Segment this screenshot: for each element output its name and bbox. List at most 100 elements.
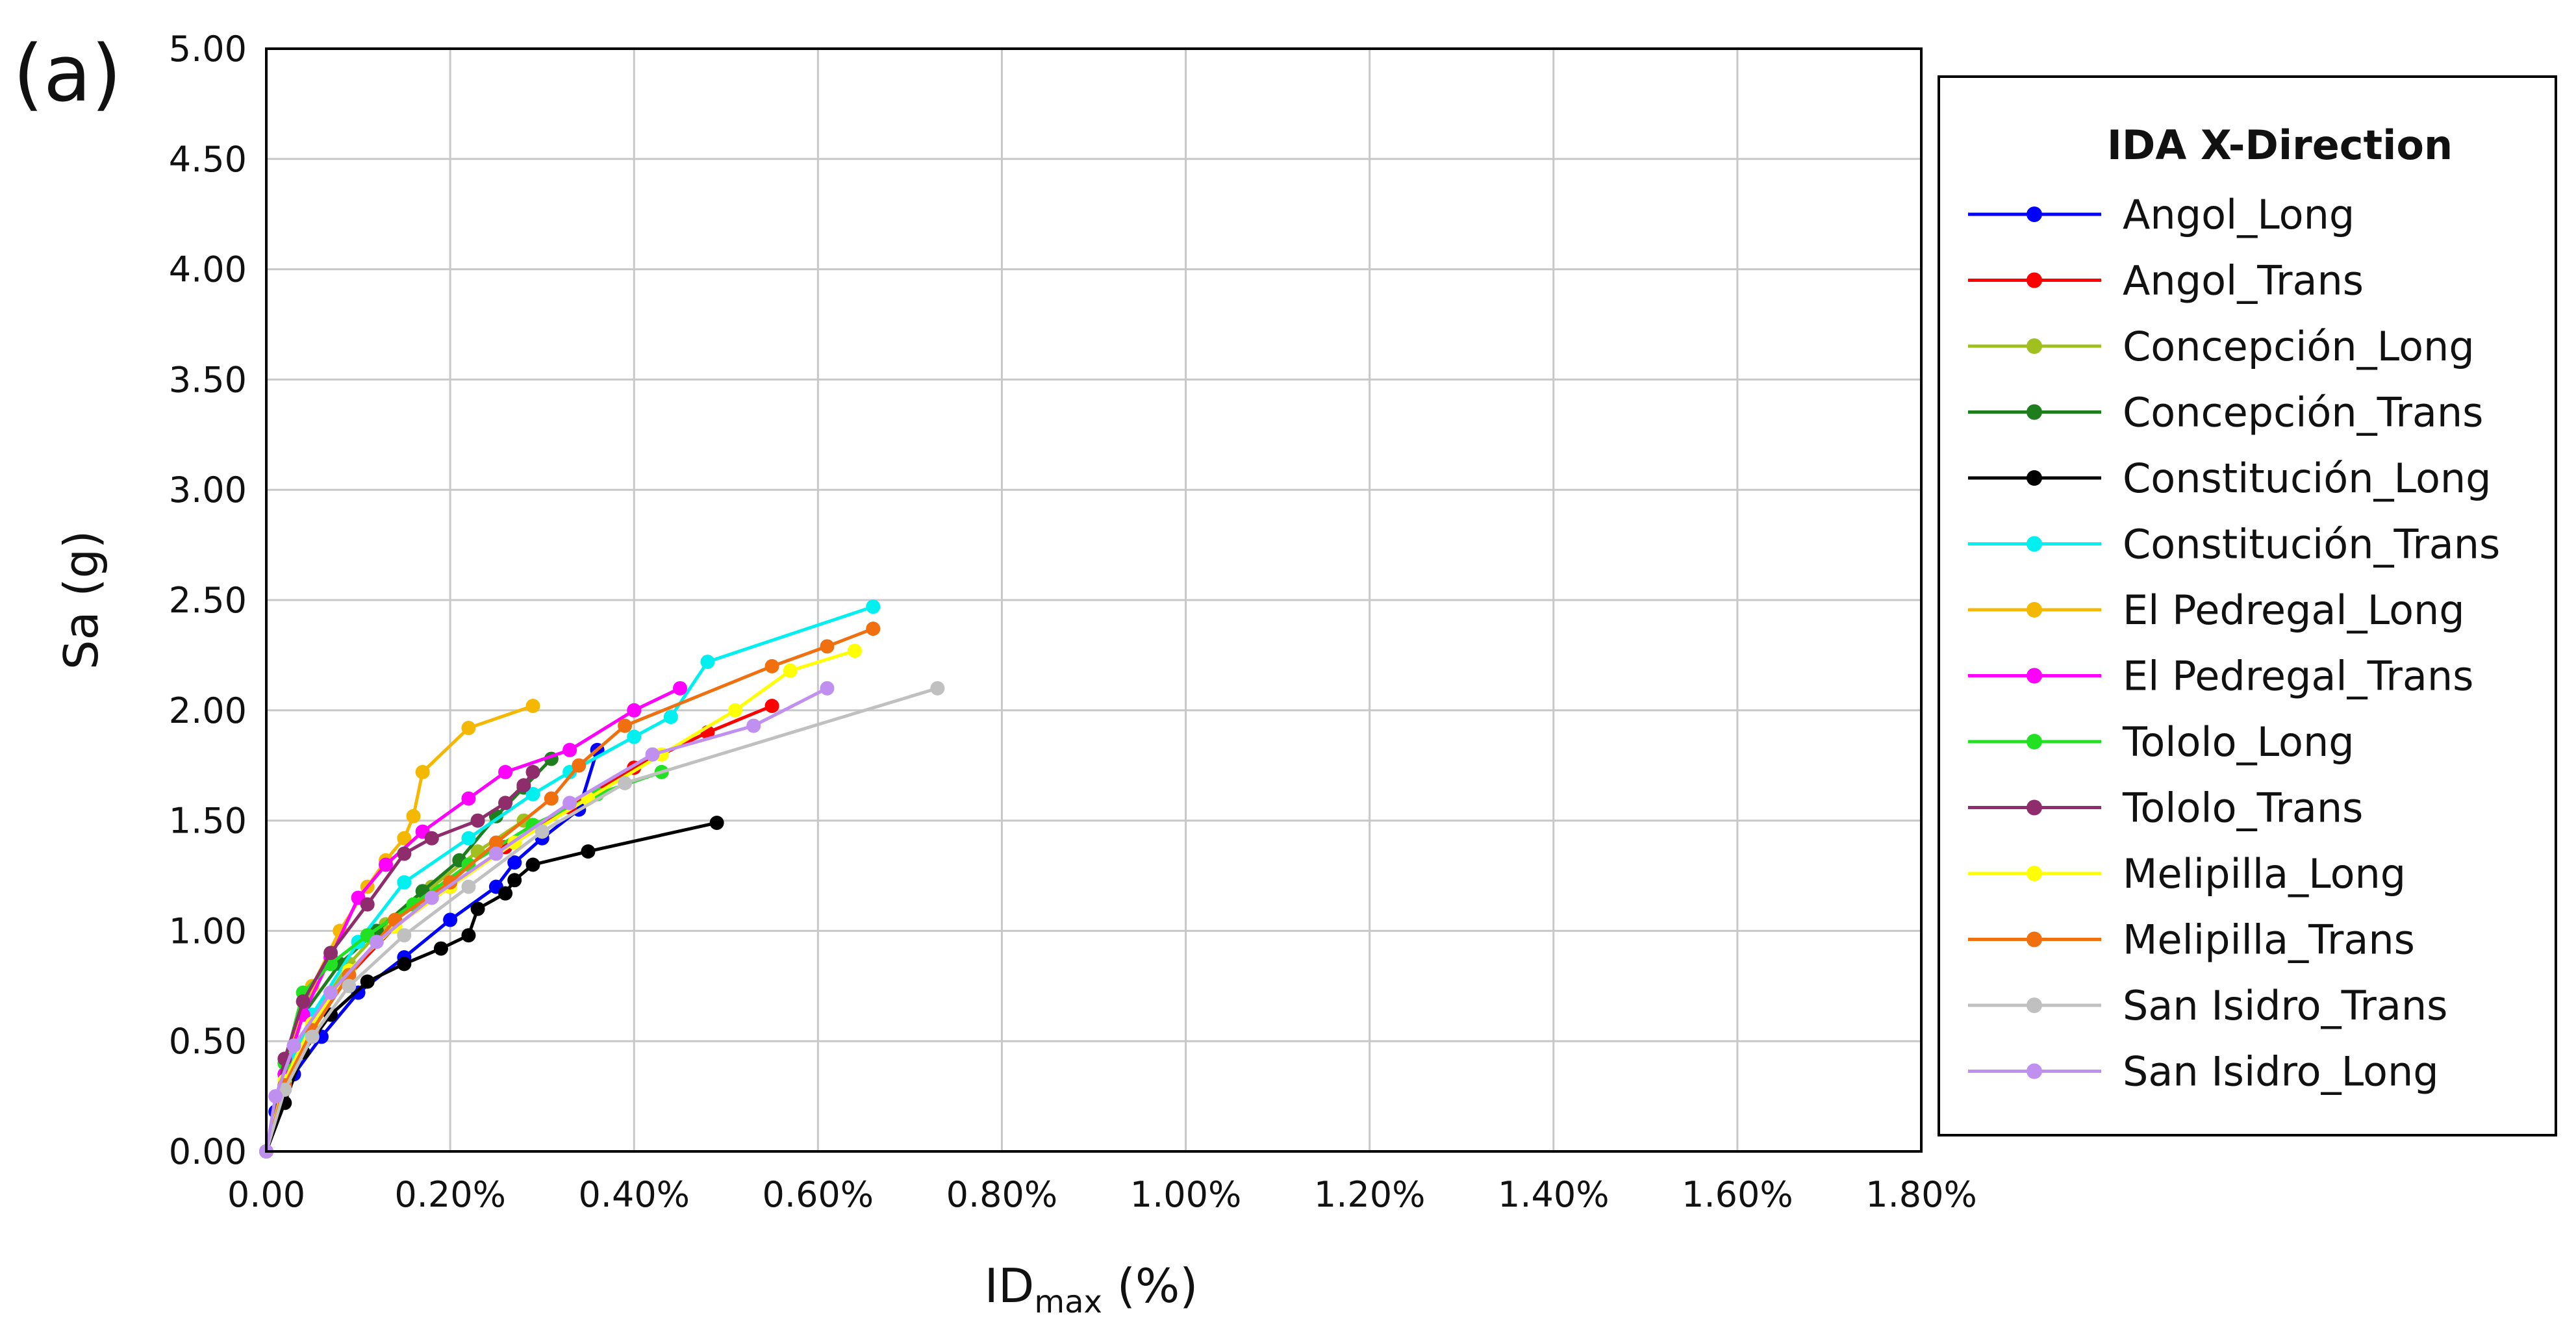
legend-swatch-marker bbox=[2027, 470, 2042, 486]
legend-swatch-marker bbox=[2027, 272, 2042, 288]
legend: IDA X-Direction Angol_Long Angol_Trans Con… bbox=[1938, 75, 2557, 1136]
y-tick-label: 2.00 bbox=[169, 690, 247, 731]
legend-swatch-marker bbox=[2027, 536, 2042, 552]
legend-label: Constitución_Long bbox=[2123, 455, 2492, 502]
y-tick-label: 0.00 bbox=[169, 1131, 247, 1172]
x-axis-ticks: 0.00 0.20% 0.40% 0.60% 0.80% 1.00% 1.20% 1.40% 1… bbox=[227, 1174, 1977, 1215]
y-tick-label: 3.00 bbox=[169, 470, 247, 510]
data-point bbox=[627, 729, 642, 744]
data-point bbox=[470, 901, 485, 916]
y-axis-title: Sa (g) bbox=[54, 531, 108, 670]
data-point bbox=[783, 663, 798, 678]
legend-swatch-marker bbox=[2027, 207, 2042, 222]
data-point bbox=[581, 844, 596, 859]
data-point bbox=[618, 775, 633, 790]
x-tick-label: 1.40% bbox=[1498, 1174, 1610, 1215]
x-tick-label: 0.00 bbox=[227, 1174, 305, 1215]
y-tick-label: 2.50 bbox=[169, 580, 247, 621]
y-tick-label: 4.50 bbox=[169, 139, 247, 180]
data-point bbox=[535, 824, 549, 839]
legend-swatch-marker bbox=[2027, 404, 2042, 420]
legend-label: El Pedregal_Trans bbox=[2123, 653, 2473, 700]
panel-label: (a) bbox=[13, 29, 121, 119]
data-point bbox=[397, 875, 412, 890]
legend-label: San Isidro_Long bbox=[2123, 1048, 2439, 1096]
y-tick-label: 1.00 bbox=[169, 910, 247, 951]
data-point bbox=[645, 747, 660, 762]
data-point bbox=[544, 791, 559, 806]
legend-item: Concepción_Trans bbox=[1968, 389, 2484, 436]
data-point bbox=[397, 928, 412, 943]
legend-box bbox=[1938, 75, 2557, 1136]
legend-label: Melipilla_Long bbox=[2123, 850, 2406, 897]
y-tick-label: 0.50 bbox=[169, 1021, 247, 1062]
data-point bbox=[406, 809, 421, 823]
data-point bbox=[323, 985, 338, 1000]
data-point bbox=[618, 718, 633, 733]
y-tick-label: 5.00 bbox=[169, 29, 247, 69]
data-point bbox=[663, 709, 678, 724]
legend-label: San Isidro_Trans bbox=[2123, 982, 2447, 1029]
legend-title: IDA X-Direction bbox=[2107, 121, 2453, 169]
legend-label: Tololo_Long bbox=[2122, 718, 2355, 766]
legend-item: Constitución_Trans bbox=[1968, 521, 2500, 568]
data-point bbox=[764, 659, 779, 673]
data-point bbox=[443, 912, 458, 927]
data-point bbox=[525, 857, 540, 872]
x-tick-label: 0.60% bbox=[763, 1174, 874, 1215]
data-point bbox=[498, 886, 513, 901]
data-point bbox=[562, 796, 577, 810]
legend-swatch-marker bbox=[2027, 338, 2042, 354]
data-point bbox=[673, 681, 687, 696]
plot-frame bbox=[265, 47, 1923, 1153]
legend-item: Concepción_Long bbox=[1968, 323, 2475, 370]
data-point bbox=[525, 764, 540, 779]
data-point bbox=[727, 703, 742, 718]
x-tick-label: 0.80% bbox=[946, 1174, 1058, 1215]
legend-swatch-marker bbox=[2027, 602, 2042, 618]
x-tick-label: 0.40% bbox=[578, 1174, 690, 1215]
data-point bbox=[461, 791, 476, 806]
legend-item: El Pedregal_Long bbox=[1968, 586, 2465, 634]
data-point bbox=[516, 778, 531, 793]
x-axis-title-unit: (%) bbox=[1102, 1259, 1198, 1313]
data-point bbox=[342, 979, 357, 994]
series-tololo-trans bbox=[259, 764, 540, 1159]
data-point bbox=[360, 897, 375, 912]
legend-label: Concepción_Trans bbox=[2123, 389, 2484, 436]
data-point bbox=[820, 639, 835, 654]
data-point bbox=[379, 857, 394, 872]
x-axis-title-main: ID bbox=[985, 1259, 1035, 1313]
x-axis-title: IDmax (%) bbox=[985, 1259, 1198, 1320]
data-point bbox=[709, 815, 724, 830]
y-tick-label: 1.50 bbox=[169, 801, 247, 842]
legend-label: El Pedregal_Long bbox=[2123, 586, 2465, 634]
legend-swatch-marker bbox=[2027, 668, 2042, 684]
data-point bbox=[525, 699, 540, 714]
legend-label: Tololo_Trans bbox=[2122, 784, 2363, 832]
legend-item: Melipilla_Trans bbox=[1968, 916, 2415, 964]
data-point bbox=[470, 813, 485, 828]
data-point bbox=[461, 720, 476, 735]
legend-swatch-marker bbox=[2027, 866, 2042, 881]
legend-item: Tololo_Long bbox=[1968, 718, 2355, 766]
data-point bbox=[397, 846, 412, 861]
y-axis-ticks: 0.00 0.50 1.00 1.50 2.00 2.50 3.00 3.50 4.00 4.50… bbox=[169, 29, 247, 1172]
y-tick-label: 4.00 bbox=[169, 249, 247, 290]
data-point bbox=[746, 718, 761, 733]
data-point bbox=[415, 764, 430, 779]
legend-label: Constitución_Trans bbox=[2123, 521, 2500, 568]
legend-swatch-marker bbox=[2027, 998, 2042, 1013]
data-point bbox=[268, 1089, 283, 1104]
legend-item: Melipilla_Long bbox=[1968, 850, 2406, 897]
series-san-isidro-trans bbox=[259, 681, 945, 1159]
data-point bbox=[866, 599, 881, 614]
data-point bbox=[488, 835, 503, 850]
data-point bbox=[433, 941, 448, 956]
legend-swatch-marker bbox=[2027, 734, 2042, 749]
x-tick-label: 0.20% bbox=[394, 1174, 506, 1215]
legend-item: Angol_Long bbox=[1968, 191, 2355, 238]
data-point bbox=[296, 994, 310, 1009]
data-point bbox=[572, 758, 587, 773]
